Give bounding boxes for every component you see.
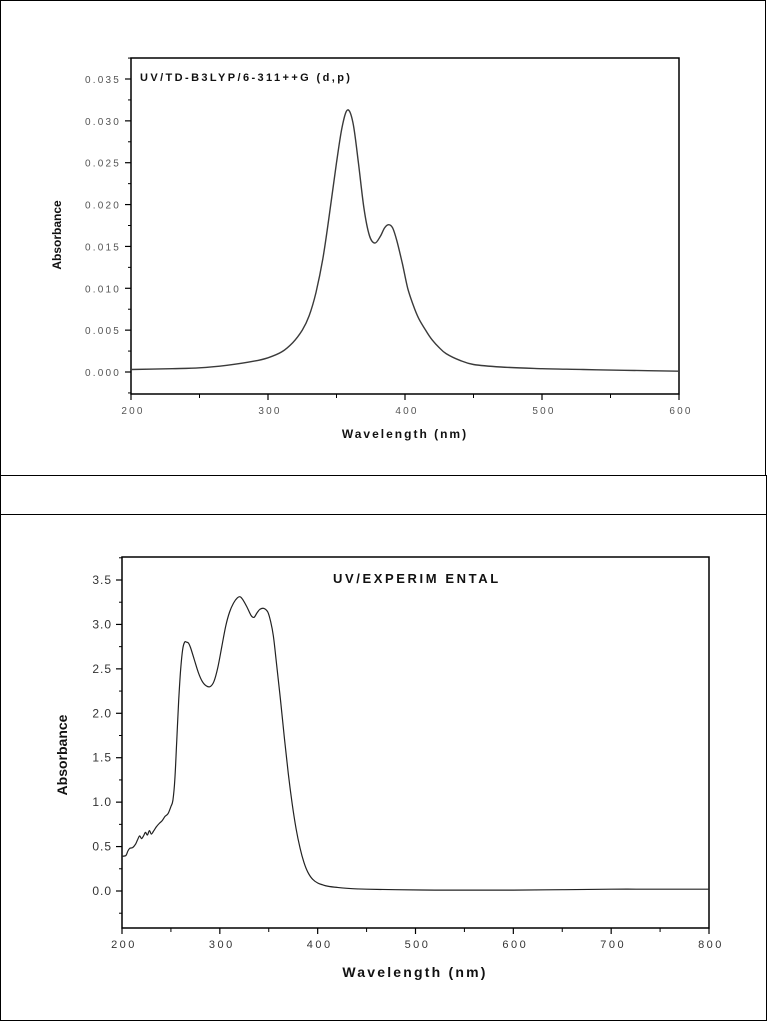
y-tick-label: 0.035 — [85, 75, 121, 86]
y-tick-label: 0.015 — [85, 242, 121, 253]
x-axis-title: Wavelength (nm) — [342, 427, 468, 441]
y-axis-title: Absorbance — [50, 200, 64, 270]
x-tick-label: 400 — [307, 939, 333, 951]
spectrum-line — [121, 596, 709, 891]
y-axis-title: Absorbance — [54, 714, 70, 795]
y-tick-label: 0.025 — [85, 159, 121, 170]
x-tick-label: 500 — [405, 939, 431, 951]
y-tick-label: 1.0 — [92, 795, 112, 809]
x-tick-label: 200 — [121, 406, 144, 417]
y-tick-label: 3.5 — [92, 573, 112, 587]
chart-annotation: UV/EXPERIM ENTAL — [333, 571, 501, 586]
x-axis-ticks: 200 300 400 500 600 700 800 — [111, 928, 724, 951]
chart-annotation: UV/TD-B3LYP/6-311++G (d,p) — [140, 72, 352, 84]
computed-uv-spectrum-chart: 0.000 0.005 0.010 0.015 0.020 0.025 0.030 0.035… — [50, 57, 692, 441]
y-tick-label: 0.0 — [92, 884, 112, 898]
y-axis-ticks: 0.0 0.5 1.0 1.5 2.0 2.5 3.0 3.5 — [92, 557, 122, 914]
y-tick-label: 0.010 — [85, 284, 121, 295]
plot-frame — [121, 556, 710, 929]
x-tick-label: 800 — [698, 939, 724, 951]
x-tick-label: 200 — [111, 939, 137, 951]
empty-separator-row — [0, 475, 767, 515]
y-tick-label: 0.030 — [85, 117, 121, 128]
y-tick-label: 2.0 — [92, 706, 112, 720]
plot-frame — [130, 57, 680, 395]
y-tick-label: 3.0 — [92, 617, 112, 631]
x-tick-label: 300 — [209, 939, 235, 951]
x-tick-label: 600 — [669, 406, 692, 417]
y-tick-label: 0.000 — [85, 368, 121, 379]
x-tick-label: 300 — [258, 406, 281, 417]
x-axis-title: Wavelength (nm) — [342, 964, 487, 980]
x-tick-label: 700 — [600, 939, 626, 951]
y-axis-ticks: 0.000 0.005 0.010 0.015 0.020 0.025 0.030 0.035 — [85, 57, 131, 394]
x-tick-label: 600 — [502, 939, 528, 951]
spectrum-line — [130, 109, 680, 372]
x-tick-label: 500 — [532, 406, 555, 417]
y-tick-label: 0.020 — [85, 201, 121, 212]
experimental-uv-spectrum-chart: 0.0 0.5 1.0 1.5 2.0 2.5 3.0 3.5 200 300 400 500 600… — [54, 556, 724, 980]
y-tick-label: 1.5 — [92, 751, 112, 765]
x-tick-label: 400 — [395, 406, 418, 417]
x-axis-ticks: 200 300 400 500 600 — [121, 394, 692, 417]
y-tick-label: 2.5 — [92, 662, 112, 676]
y-tick-label: 0.005 — [85, 326, 121, 337]
y-tick-label: 0.5 — [92, 840, 112, 854]
